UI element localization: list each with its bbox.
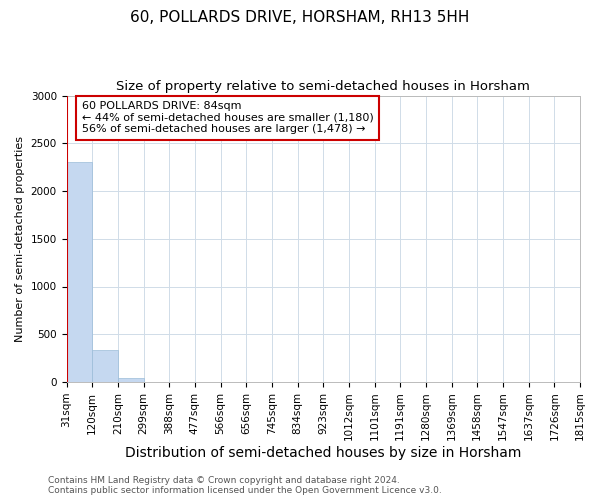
Text: 60, POLLARDS DRIVE, HORSHAM, RH13 5HH: 60, POLLARDS DRIVE, HORSHAM, RH13 5HH [130,10,470,25]
Bar [92,350,118,382]
Bar [118,378,143,382]
X-axis label: Distribution of semi-detached houses by size in Horsham: Distribution of semi-detached houses by … [125,446,521,460]
Y-axis label: Number of semi-detached properties: Number of semi-detached properties [15,136,25,342]
Bar [67,162,92,382]
Title: Size of property relative to semi-detached houses in Horsham: Size of property relative to semi-detach… [116,80,530,93]
Text: 60 POLLARDS DRIVE: 84sqm
← 44% of semi-detached houses are smaller (1,180)
56% o: 60 POLLARDS DRIVE: 84sqm ← 44% of semi-d… [82,102,374,134]
Text: Contains HM Land Registry data © Crown copyright and database right 2024.
Contai: Contains HM Land Registry data © Crown c… [48,476,442,495]
